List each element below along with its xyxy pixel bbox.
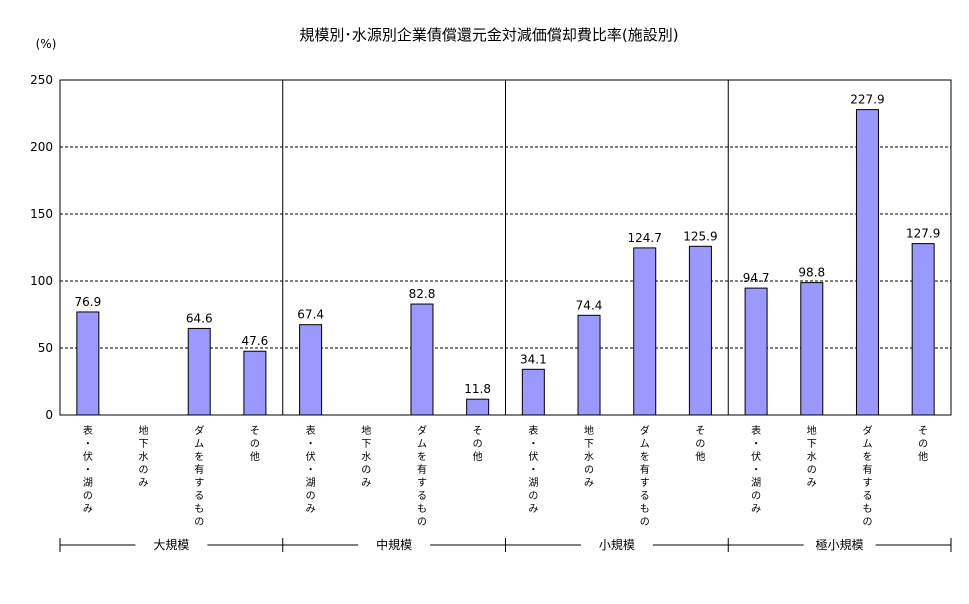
y-tick-label: 250 (30, 73, 53, 87)
bar-value-label: 98.8 (798, 266, 825, 280)
category-label: ダムを有するもの (640, 424, 650, 528)
bar-value-label: 11.8 (464, 382, 491, 396)
bar-value-label: 94.7 (743, 271, 770, 285)
y-tick-label: 50 (38, 341, 53, 355)
category-label: 地下水のみ (807, 424, 817, 489)
bar-value-label: 76.9 (74, 295, 101, 309)
category-label: 表・伏・湖のみ (751, 424, 761, 515)
bar (466, 398, 490, 416)
bar (410, 303, 434, 416)
bar (243, 350, 267, 416)
bar (911, 243, 935, 416)
bar (800, 282, 824, 416)
y-tick-label: 0 (45, 408, 53, 422)
category-label: 地下水のみ (139, 424, 149, 489)
category-label: 表・伏・湖のみ (528, 424, 538, 515)
category-label: その他 (473, 425, 483, 463)
group-labels: 大規模 中規模 小規模 極小規模 (59, 537, 952, 552)
bar-value-label: 127.9 (906, 227, 940, 241)
bar-value-label: 64.6 (186, 311, 213, 325)
category-label: 表・伏・湖のみ (306, 424, 316, 515)
bar-value-label: 47.6 (242, 334, 269, 348)
bar-value-label: 34.1 (520, 352, 547, 366)
bar (633, 247, 657, 416)
bar (577, 314, 601, 416)
bar-value-label: 125.9 (683, 229, 717, 243)
group-label: 大規模 (153, 537, 189, 552)
y-tick-label: 150 (30, 207, 53, 221)
bar-value-label: 124.7 (628, 231, 662, 245)
group-label: 小規模 (599, 537, 635, 552)
group-dividers (282, 80, 729, 415)
category-label: その他 (695, 425, 705, 463)
category-label: その他 (918, 425, 928, 463)
bars: 76.9 64.6 47.6 67.4 82.8 11.8 34.1 74.4 124.7 125… (74, 93, 940, 416)
y-axis-label: (%) (36, 37, 57, 51)
y-tick-labels: 0 50 100 150 200 250 (30, 73, 53, 422)
bar-value-label: 82.8 (409, 287, 436, 301)
bar (688, 245, 712, 416)
group-label: 極小規模 (816, 537, 864, 552)
bar (744, 287, 768, 416)
category-label: ダムを有するもの (417, 424, 427, 528)
plot-frame (59, 79, 952, 416)
bar-value-label: 74.4 (576, 298, 603, 312)
bar-value-label: 227.9 (850, 93, 884, 107)
group-label: 中規模 (376, 537, 412, 552)
category-label: 地下水のみ (361, 424, 371, 489)
category-labels: 表・伏・湖のみ 地下水のみ ダムを有するもの その他 表・伏・湖のみ 地下水のみ ダムを有す… (83, 424, 928, 528)
category-label: 表・伏・湖のみ (83, 424, 93, 515)
y-tick-label: 100 (30, 274, 53, 288)
bar (299, 324, 323, 416)
bar (855, 109, 879, 416)
category-label: 地下水のみ (584, 424, 594, 489)
bar-value-label: 67.4 (297, 308, 324, 322)
category-label: ダムを有するもの (194, 424, 204, 528)
bar (521, 368, 545, 416)
category-label: その他 (250, 425, 260, 463)
category-label: ダムを有するもの (862, 424, 872, 528)
bar (187, 327, 211, 416)
bar (76, 311, 100, 416)
y-tick-label: 200 (30, 140, 53, 154)
chart-title: 規模別･水源別企業債償還元金対減価償却費比率(施設別) (299, 26, 678, 44)
